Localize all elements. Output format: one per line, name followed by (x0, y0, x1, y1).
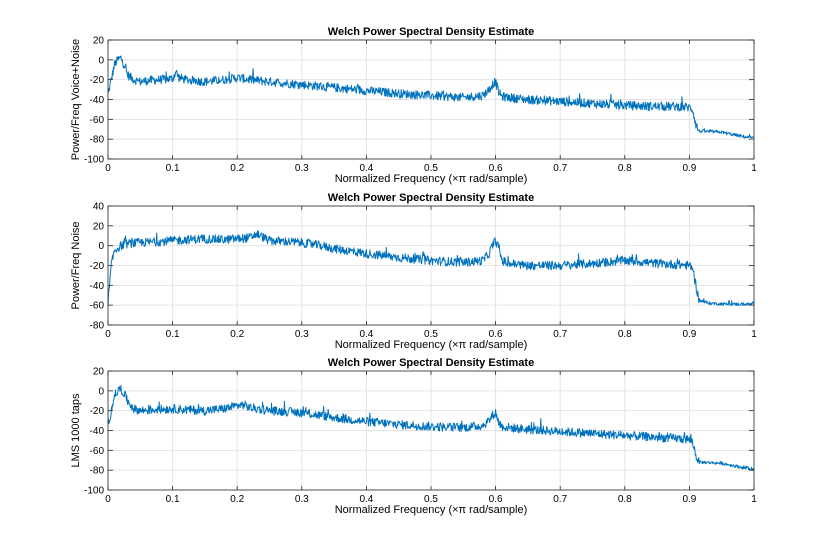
x-tick-label: 0 (105, 329, 111, 340)
chart-3-grid (107, 370, 755, 491)
x-tick-label: 0.7 (553, 329, 567, 340)
x-tick-label: 0.1 (166, 329, 180, 340)
x-tick-label: 0.9 (682, 163, 696, 174)
chart-1-grid (107, 39, 755, 160)
x-tick-label: 0.6 (489, 163, 503, 174)
x-tick-label: 0.3 (295, 329, 309, 340)
x-tick-label: 0.5 (424, 329, 438, 340)
x-tick-label: 0.3 (295, 163, 309, 174)
chart-1-ticks: 0 0.1 0.2 0.3 0.4 0.5 0.6 0.7 0.8 0.9 1 20 0 -20 -40 -6… (84, 36, 757, 175)
y-tick-label: -80 (90, 135, 105, 146)
chart-1-series-line (107, 55, 755, 139)
chart-1-y-axis-label: Power/Freq Voice+Noise (70, 39, 82, 160)
x-tick-label: 0.9 (682, 494, 696, 505)
x-tick-label: 1 (751, 329, 757, 340)
y-tick-label: -40 (90, 426, 105, 437)
y-tick-label: -60 (90, 301, 105, 312)
chart-3-x-axis-label: Normalized Frequency (×π rad/sample) (335, 504, 528, 516)
x-tick-label: 1 (751, 163, 757, 174)
y-tick-label: -100 (84, 155, 104, 166)
x-tick-label: 0.4 (359, 494, 373, 505)
x-tick-label: 0.3 (295, 494, 309, 505)
y-tick-label: 20 (93, 221, 105, 232)
chart-1-title: Welch Power Spectral Density Estimate (328, 26, 534, 38)
y-tick-label: 20 (93, 36, 105, 47)
x-tick-label: 0.4 (359, 163, 373, 174)
y-tick-label: -60 (90, 115, 105, 126)
chart-2-ticks: 0 0.1 0.2 0.3 0.4 0.5 0.6 0.7 0.8 0.9 1 40 20 0 -20 -40… (90, 202, 758, 341)
y-tick-label: -20 (90, 261, 105, 272)
y-tick-label: -40 (90, 95, 105, 106)
chart-2: 0 0.1 0.2 0.3 0.4 0.5 0.6 0.7 0.8 0.9 1 40 20 0 -20 -40… (70, 192, 757, 351)
x-tick-label: 0.4 (359, 329, 373, 340)
chart-1-x-axis-label: Normalized Frequency (×π rad/sample) (335, 173, 528, 185)
x-tick-label: 0 (105, 163, 111, 174)
chart-3-series-line (107, 384, 755, 471)
chart-2-grid (107, 205, 755, 326)
y-tick-label: 0 (98, 55, 104, 66)
x-tick-label: 0.1 (166, 163, 180, 174)
x-tick-label: 0.6 (489, 494, 503, 505)
x-tick-label: 0.7 (553, 494, 567, 505)
x-tick-label: 0.9 (682, 329, 696, 340)
chart-2-y-axis-label: Power/Freq Noise (70, 221, 82, 309)
x-tick-label: 0.5 (424, 494, 438, 505)
y-tick-label: -20 (90, 406, 105, 417)
chart-2-title: Welch Power Spectral Density Estimate (328, 192, 534, 204)
y-tick-label: 0 (98, 386, 104, 397)
chart-2-series-line (107, 230, 755, 307)
chart-3: 0 0.1 0.2 0.3 0.4 0.5 0.6 0.7 0.8 0.9 1 20 0 -20 -40 -6… (70, 357, 757, 516)
x-tick-label: 0.8 (618, 163, 632, 174)
chart-3-y-axis-label: LMS 1000 taps (70, 393, 82, 467)
x-tick-label: 0.2 (230, 494, 244, 505)
x-tick-label: 0.7 (553, 163, 567, 174)
y-tick-label: 20 (93, 367, 105, 378)
y-tick-label: 40 (93, 202, 105, 213)
x-tick-label: 0.1 (166, 494, 180, 505)
x-tick-label: 0.2 (230, 329, 244, 340)
chart-3-title: Welch Power Spectral Density Estimate (328, 357, 534, 369)
y-tick-label: -80 (90, 321, 105, 332)
y-tick-label: -20 (90, 75, 105, 86)
y-tick-label: -100 (84, 486, 104, 497)
x-tick-label: 0.6 (489, 329, 503, 340)
x-tick-label: 0.8 (618, 494, 632, 505)
y-tick-label: -80 (90, 466, 105, 477)
x-tick-label: 1 (751, 494, 757, 505)
y-tick-label: -40 (90, 281, 105, 292)
y-tick-label: 0 (98, 241, 104, 252)
chart-3-ticks: 0 0.1 0.2 0.3 0.4 0.5 0.6 0.7 0.8 0.9 1 20 0 -20 -40 -6… (84, 367, 757, 506)
x-tick-label: 0.8 (618, 329, 632, 340)
chart-1: 0 0.1 0.2 0.3 0.4 0.5 0.6 0.7 0.8 0.9 1 20 0 -20 -40 -6… (70, 26, 757, 185)
x-tick-label: 0.2 (230, 163, 244, 174)
x-tick-label: 0.5 (424, 163, 438, 174)
chart-2-x-axis-label: Normalized Frequency (×π rad/sample) (335, 339, 528, 351)
y-tick-label: -60 (90, 446, 105, 457)
x-tick-label: 0 (105, 494, 111, 505)
